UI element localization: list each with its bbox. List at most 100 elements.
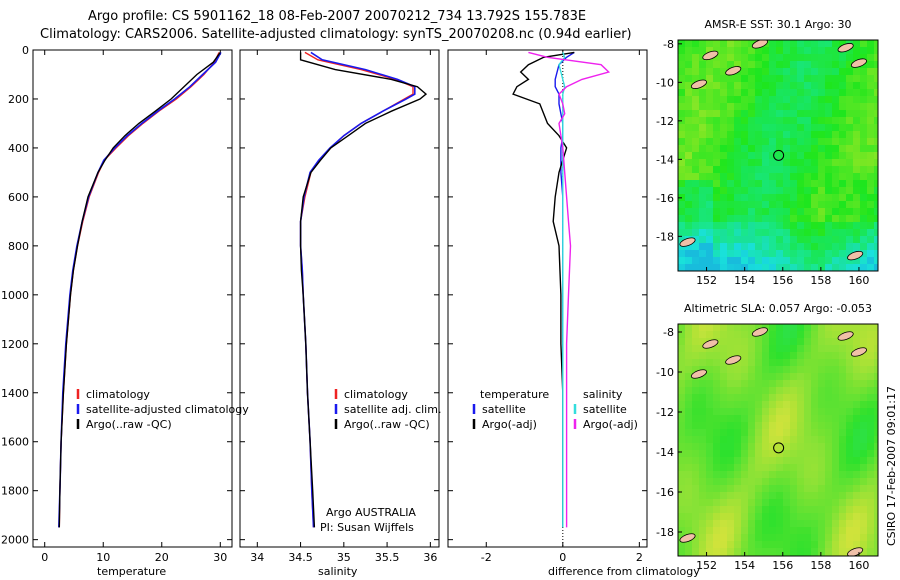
map-cell (853, 68, 861, 76)
map-cell (867, 331, 875, 339)
map-cell (734, 415, 742, 423)
map-cell (867, 527, 875, 535)
map-cell (713, 222, 721, 230)
map-cell (720, 257, 728, 265)
map-cell (692, 110, 700, 118)
map-cell (727, 243, 735, 251)
x-tick-label: 0 (41, 551, 48, 564)
map-cell (790, 124, 798, 132)
x-tick-label: -2 (481, 551, 492, 564)
map-cell (727, 520, 735, 528)
series-line (299, 51, 414, 528)
y-tick-label: -14 (656, 153, 674, 166)
map-cell (748, 513, 756, 521)
map-cell (853, 166, 861, 174)
map-cell (811, 82, 819, 90)
map-cell (790, 82, 798, 90)
map-cell (839, 387, 847, 395)
map-cell (685, 159, 693, 167)
map-cell (790, 250, 798, 258)
map-cell (867, 457, 875, 465)
map-cell (720, 513, 728, 521)
map-cell (741, 331, 749, 339)
map-cell (706, 471, 714, 479)
map-cell (769, 443, 777, 451)
map-cell (706, 103, 714, 111)
axis-frame (239, 49, 440, 548)
map-cell (727, 338, 735, 346)
map-cell (685, 40, 693, 48)
map-cell (720, 401, 728, 409)
map-cell (853, 131, 861, 139)
map-cell (720, 506, 728, 514)
map-cell (699, 422, 707, 430)
land-patch (690, 369, 707, 379)
map-cell (839, 110, 847, 118)
y-tick-label: -10 (656, 366, 674, 379)
map-cell (748, 194, 756, 202)
map-cell (825, 138, 833, 146)
map-cell (713, 75, 721, 83)
legend-label: climatology (86, 388, 150, 401)
map-cell (713, 527, 721, 535)
map-cell (720, 173, 728, 181)
map-cell (762, 250, 770, 258)
map-cell (678, 152, 686, 160)
map-cell (790, 373, 798, 381)
map-cell (846, 61, 854, 69)
map-cell (867, 513, 875, 521)
map-cell (860, 548, 868, 556)
map-cell (783, 345, 791, 353)
land-patch (702, 50, 719, 61)
map-cell (734, 373, 742, 381)
map-cell (734, 324, 742, 332)
map-cell (846, 457, 854, 465)
map-cell (755, 485, 763, 493)
map-cell (818, 194, 826, 202)
map-cell (818, 366, 826, 374)
map-cell (839, 352, 847, 360)
map-cell (832, 394, 840, 402)
map-cell (811, 180, 819, 188)
map-cell (769, 394, 777, 402)
map-cell (804, 159, 812, 167)
map-cell (804, 264, 812, 271)
map-cell (734, 436, 742, 444)
map-cell (818, 131, 826, 139)
map-cell (825, 527, 833, 535)
map-cell (748, 180, 756, 188)
map-cell (874, 534, 878, 542)
map-cell (678, 324, 686, 332)
map-cell (839, 215, 847, 223)
map-cell (734, 54, 742, 62)
map-cell (685, 471, 693, 479)
map-cell (706, 264, 714, 271)
map-cell (741, 450, 749, 458)
map-cell (867, 387, 875, 395)
map-cell (846, 96, 854, 104)
map-cell (685, 229, 693, 237)
map-cell (846, 499, 854, 507)
map-cell (874, 527, 878, 535)
map-cell (776, 96, 784, 104)
map-cell (769, 457, 777, 465)
map-cell (811, 464, 819, 472)
map-cell (860, 324, 868, 332)
map-cell (692, 138, 700, 146)
map-cell (860, 89, 868, 97)
map-cell (825, 124, 833, 132)
map-cell (853, 492, 861, 500)
map-cell (867, 229, 875, 237)
map-cell (678, 257, 686, 265)
map-cell (699, 520, 707, 528)
map-cell (762, 331, 770, 339)
map-cell (706, 408, 714, 416)
map-cell (699, 89, 707, 97)
map-cell (699, 331, 707, 339)
map-cell (846, 173, 854, 181)
map-cell (678, 541, 686, 549)
map-cell (769, 145, 777, 153)
map-cell (790, 401, 798, 409)
map-cell (748, 394, 756, 402)
